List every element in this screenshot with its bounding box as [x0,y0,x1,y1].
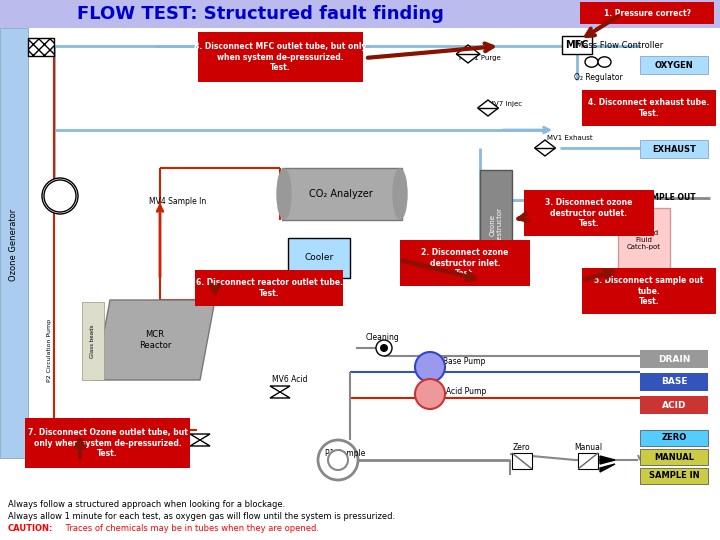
FancyBboxPatch shape [640,468,708,484]
Circle shape [44,180,76,212]
FancyBboxPatch shape [25,418,190,468]
FancyBboxPatch shape [640,449,708,465]
Text: MV51 Purge: MV51 Purge [459,55,501,61]
FancyBboxPatch shape [0,490,720,540]
Text: Oxidized
Fluid
Catch-pot: Oxidized Fluid Catch-pot [627,230,661,250]
Text: SAMPLE OUT: SAMPLE OUT [640,193,696,202]
Text: MV7 Injec: MV7 Injec [488,101,522,107]
Text: 7. Disconnect Ozone outlet tube, but
only when system de-pressurized.
Test.: 7. Disconnect Ozone outlet tube, but onl… [27,428,187,458]
Ellipse shape [393,169,407,219]
FancyBboxPatch shape [524,190,654,236]
Text: 8. Disconnect MFC outlet tube, but only
when system de-pressurized.
Test.: 8. Disconnect MFC outlet tube, but only … [194,42,366,72]
Text: OXYGEN: OXYGEN [654,60,693,70]
Circle shape [328,450,348,470]
Polygon shape [456,45,480,63]
Polygon shape [95,300,215,380]
Text: MV1 Exhaust: MV1 Exhaust [547,135,593,141]
Polygon shape [190,440,210,446]
FancyBboxPatch shape [582,268,716,314]
Text: P1 Sample: P1 Sample [325,449,365,458]
Text: MANUAL: MANUAL [654,453,694,462]
Polygon shape [270,386,290,392]
Text: MCR
Reactor: MCR Reactor [139,330,171,350]
Text: Manual: Manual [574,443,602,453]
Text: O₂ Regulator: O₂ Regulator [574,73,622,83]
Text: P3 Acid Pump: P3 Acid Pump [434,388,486,396]
Text: Zero: Zero [512,443,530,453]
Circle shape [415,352,445,382]
Ellipse shape [277,169,291,219]
Text: 6. Disconnect reactor outlet tube.
Test.: 6. Disconnect reactor outlet tube. Test. [196,278,343,298]
FancyBboxPatch shape [578,453,598,469]
FancyBboxPatch shape [640,396,708,414]
Polygon shape [190,434,210,440]
Text: P2 Circulation Pump: P2 Circulation Pump [48,319,53,382]
FancyBboxPatch shape [582,90,716,126]
Text: Cleaning: Cleaning [366,334,400,342]
Polygon shape [270,392,290,398]
Circle shape [318,440,358,480]
Ellipse shape [585,57,598,67]
FancyBboxPatch shape [82,302,104,380]
Text: SAMPLE IN: SAMPLE IN [649,471,699,481]
Text: EXHAUST: EXHAUST [652,145,696,153]
Text: DRAIN: DRAIN [658,354,690,363]
FancyBboxPatch shape [198,32,363,82]
Text: MV5 Sample Out: MV5 Sample Out [122,436,186,446]
Text: Ozone Generator: Ozone Generator [9,209,19,281]
FancyBboxPatch shape [512,453,532,469]
Text: Mass Flow Controller: Mass Flow Controller [577,40,664,50]
FancyBboxPatch shape [640,373,708,391]
FancyBboxPatch shape [288,238,350,278]
Ellipse shape [598,57,611,67]
FancyBboxPatch shape [0,0,720,28]
Text: MV6 Acid: MV6 Acid [272,375,307,384]
FancyBboxPatch shape [580,2,714,24]
FancyBboxPatch shape [480,170,512,280]
Text: MV4 Sample In: MV4 Sample In [149,198,207,206]
Circle shape [376,340,392,356]
Polygon shape [600,464,615,472]
FancyBboxPatch shape [618,208,670,272]
Text: ACID: ACID [662,401,686,409]
FancyBboxPatch shape [28,38,54,56]
Text: CO₂ Analyzer: CO₂ Analyzer [309,189,373,199]
Text: Traces of chemicals may be in tubes when they are opened.: Traces of chemicals may be in tubes when… [63,524,319,533]
Text: 5. Disconnect sample out
tube.
Test.: 5. Disconnect sample out tube. Test. [594,276,703,306]
Circle shape [380,344,388,352]
Text: Cooler: Cooler [305,253,333,262]
Text: 4. Disconnect exhaust tube.
Test.: 4. Disconnect exhaust tube. Test. [588,98,710,118]
FancyBboxPatch shape [195,270,343,306]
Text: 1. Pressure correct?: 1. Pressure correct? [603,9,690,17]
FancyBboxPatch shape [640,350,708,368]
Circle shape [415,379,445,409]
FancyBboxPatch shape [640,56,708,74]
Text: Ozone
Destructor: Ozone Destructor [490,206,503,244]
Circle shape [42,178,78,214]
Polygon shape [600,456,615,464]
Text: 2. Disconnect ozone
destructor inlet.
Test.: 2. Disconnect ozone destructor inlet. Te… [421,248,509,278]
FancyBboxPatch shape [562,36,592,54]
FancyBboxPatch shape [282,168,402,220]
Text: CAUTION:: CAUTION: [8,524,53,533]
Polygon shape [477,100,498,116]
FancyBboxPatch shape [400,240,530,286]
Text: MFC: MFC [565,40,589,50]
FancyBboxPatch shape [640,140,708,158]
FancyBboxPatch shape [0,28,28,458]
Polygon shape [534,140,555,156]
Text: Glass beads: Glass beads [91,324,96,357]
Text: ZERO: ZERO [662,434,687,442]
Text: Always follow a structured approach when looking for a blockage.: Always follow a structured approach when… [8,500,285,509]
Text: P4 Base Pump: P4 Base Pump [431,357,485,367]
Text: BASE: BASE [661,377,688,387]
Text: 3. Disconnect ozone
destructor outlet.
Test.: 3. Disconnect ozone destructor outlet. T… [545,198,633,228]
FancyBboxPatch shape [28,432,54,450]
FancyBboxPatch shape [640,430,708,446]
Text: FLOW TEST: Structured fault finding: FLOW TEST: Structured fault finding [76,5,444,23]
Text: Always allow 1 minute for each test, as oxygen gas will flow until the system is: Always allow 1 minute for each test, as … [8,512,395,521]
